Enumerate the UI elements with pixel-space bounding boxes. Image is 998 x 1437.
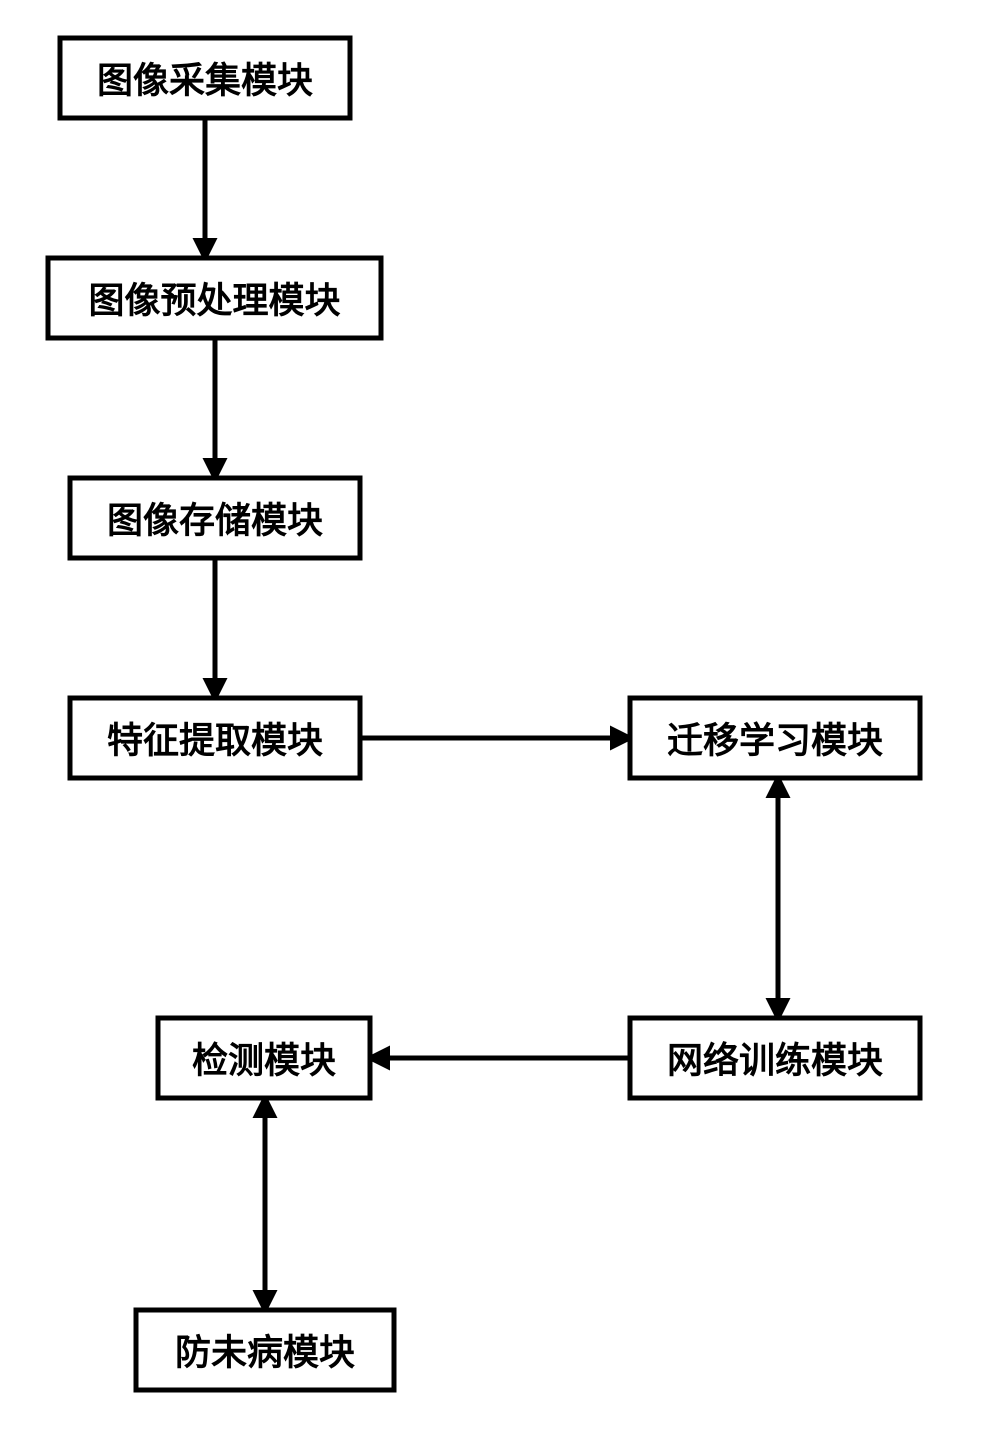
node-n4: 特征提取模块 xyxy=(70,698,360,778)
flowchart-diagram: 图像采集模块图像预处理模块图像存储模块特征提取模块 迁移学习模块网络训练模块 检测模… xyxy=(0,0,998,1437)
node-label-n8: 防未病模块 xyxy=(175,1332,355,1373)
node-n6: 网络训练模块 xyxy=(630,1018,920,1098)
node-n2: 图像预处理模块 xyxy=(48,258,381,338)
node-label-n2: 图像预处理模块 xyxy=(88,280,340,321)
node-label-n6: 网络训练模块 xyxy=(667,1040,883,1081)
node-n1: 图像采集模块 xyxy=(60,38,350,118)
node-label-n7: 检测模块 xyxy=(192,1040,336,1081)
node-label-n1: 图像采集模块 xyxy=(97,60,313,101)
node-n8: 防未病模块 xyxy=(136,1310,394,1390)
node-n7: 检测模块 xyxy=(158,1018,370,1098)
node-label-n5: 迁移学习模块 xyxy=(667,720,883,761)
node-n5: 迁移学习模块 xyxy=(630,698,920,778)
node-label-n3: 图像存储模块 xyxy=(107,500,323,541)
node-label-n4: 特征提取模块 xyxy=(107,720,323,761)
node-n3: 图像存储模块 xyxy=(70,478,360,558)
